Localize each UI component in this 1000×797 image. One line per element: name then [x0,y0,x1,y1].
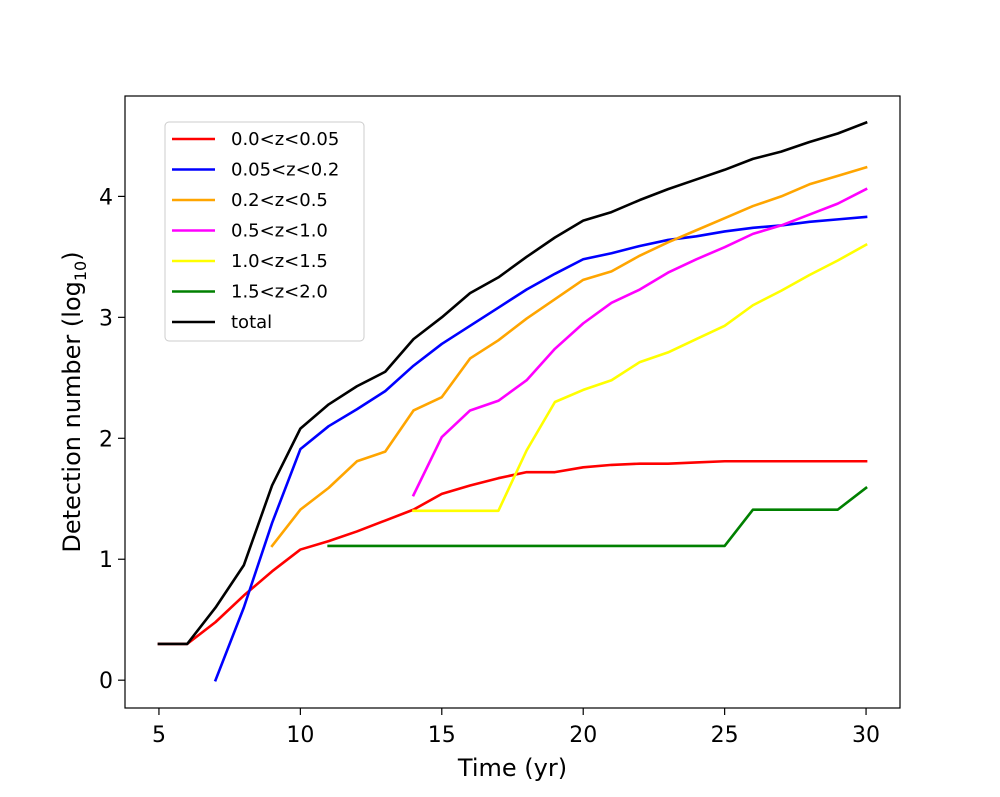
legend: 0.0<z<0.05 0.05<z<0.2 0.2<z<0.5 0.5<z<1.0 1.… [164,121,365,342]
series-line-1 [213,215,868,682]
y-tick-label: 4 [99,185,113,210]
x-axis: 5 10 15 20 25 30 [152,708,880,748]
x-tick-label: 20 [569,723,597,748]
y-tick-label: 0 [99,669,113,694]
series-line-6 [157,120,868,646]
legend-box [164,121,365,342]
x-tick-label: 30 [852,723,880,748]
series-line-4 [412,243,868,513]
legend-label-0: 0.0<z<0.05 [231,129,339,150]
legend-label-4: 1.0<z<1.5 [231,251,328,272]
legend-label-5: 1.5<z<2.0 [231,282,328,303]
series-line-5 [327,486,868,548]
y-axis-label-close: ) [58,251,86,260]
plot-frame [124,95,901,709]
x-tick-label: 10 [286,723,314,748]
y-axis-label: Detection number (log10) [58,251,90,552]
y-tick-label: 2 [99,427,113,452]
x-tick-label: 15 [428,723,456,748]
series-line-0 [157,459,868,646]
legend-label-6: total [231,312,272,333]
series-layer [157,120,868,682]
y-tick-label: 3 [99,306,113,331]
x-tick-label: 25 [711,723,739,748]
series-line-2 [270,165,868,548]
legend-label-3: 0.5<z<1.0 [231,221,328,242]
y-axis-label-subscript: 10 [71,261,90,281]
y-axis-label-main: Detection number (log [58,281,86,552]
y-axis: 0 1 2 3 4 [99,185,125,694]
plot-area [124,95,901,709]
y-tick-label: 1 [99,548,113,573]
x-tick-label: 5 [152,723,166,748]
x-axis-label: Time (yr) [457,754,567,782]
legend-label-2: 0.2<z<0.5 [231,190,328,211]
series-line-3 [411,187,868,497]
legend-label-1: 0.05<z<0.2 [231,160,339,181]
